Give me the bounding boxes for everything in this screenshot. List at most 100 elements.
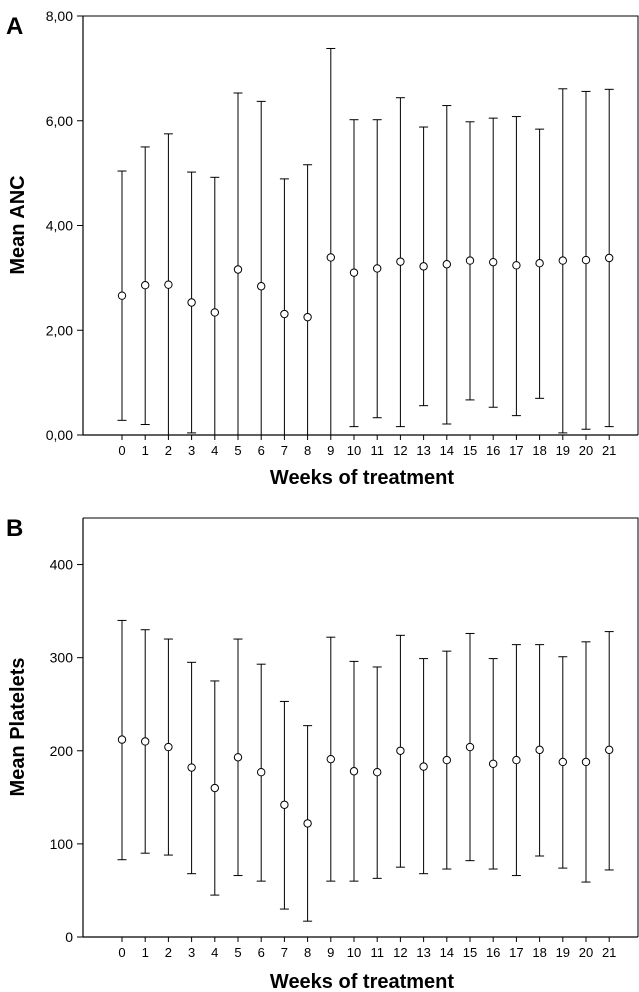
panel-a-mean-point [535,259,544,268]
panel-a-mean-point [257,282,266,291]
panel-a-x-tick-label: 8 [304,443,311,458]
panel-b-mean-point [419,762,428,771]
panel-a-x-tick-label: 11 [370,443,384,458]
panel-b-x-tick-label: 8 [304,945,311,960]
panel-a-y-tick-label: 4,00 [46,218,73,234]
panel-b-mean-point [396,746,405,755]
panel-a-y-tick-label: 8,00 [46,8,73,24]
panel-b-y-tick-label: 0 [65,929,73,945]
panel-b-mean-point [442,755,451,765]
panel-b-mean-point [141,737,150,746]
panel-b-x-tick-label: 9 [327,945,334,960]
panel-a-x-tick-label: 15 [463,443,477,458]
panel-a-mean-point [233,265,243,274]
panel-b-mean-point [558,757,567,767]
panel-a-mean-point [141,281,150,290]
panel-a-x-tick-label: 18 [532,443,546,458]
panel-a-mean-point [465,256,475,265]
panel-a-mean-point [280,309,289,319]
panel-b-mean-point [187,763,196,772]
panel-b-x-tick-label: 12 [393,945,407,960]
panel-b-mean-point [465,742,475,752]
panel-b-mean-point [117,735,127,744]
panel-a-x-tick-label: 13 [416,443,430,458]
panel-a-x-tick-label: 7 [281,443,288,458]
panel-a: A Mean ANC Weeks of treatment 0,00 2,00 4,… [6,8,639,489]
panel-b-x-tick-label: 13 [416,945,430,960]
panel-b-y-axis-title: Mean Platelets [7,658,29,797]
panel-a-x-axis-title: Weeks of treatment [270,467,454,489]
panel-b-x-tick-label: 19 [556,945,570,960]
panel-a-y-axis-title: Mean ANC [7,175,29,274]
panel-a-mean-point [581,255,591,265]
panel-a-mean-point [512,261,521,270]
panel-a-x-tick-label: 1 [142,443,149,458]
panel-b-x-tick-label: 1 [142,945,149,960]
panel-b-x-tick-label: 3 [188,945,195,960]
panel-b-mean-point [280,800,289,809]
panel-b-mean-point [303,819,312,828]
panel-a-mean-point [349,268,359,277]
panel-a-x-tick-label: 21 [602,443,616,458]
panel-b-x-axis-title: Weeks of treatment [270,971,454,992]
panel-b-y-tick-label: 200 [50,743,74,759]
panel-a-mean-point [419,262,428,271]
panel-b-label: B [6,515,23,542]
panel-b-x-tick-label: 10 [347,945,361,960]
panel-a-x-tick-label: 20 [579,443,593,458]
panel-b-x-tick-label: 21 [602,945,616,960]
panel-b-y-tick-label: 400 [50,557,74,573]
panel-a-x-tick-label: 9 [327,443,334,458]
panel-a-mean-point [117,291,127,300]
panel-b-x-tick-label: 11 [370,945,384,960]
panel-a-mean-point [558,256,567,265]
panel-b-x-tick-label: 6 [258,945,265,960]
panel-b-plot-frame [83,517,639,937]
panel-b-mean-point [164,742,173,752]
panel-b-x-tick-label: 7 [281,945,288,960]
panel-b-x-tick-label: 17 [509,945,523,960]
panel-a-x-tick-label: 6 [258,443,265,458]
panel-a-x-tick-label: 14 [440,443,454,458]
panel-a-x-tick-label: 0 [118,443,125,458]
panel-b-y-tick-label: 100 [50,836,74,852]
panel-b-mean-point [326,754,335,764]
panel-a-mean-point [303,312,312,322]
panel-a-plot-area: 0,002,004,006,008,000 1 2 3 4 5 6 7 8 9 10 11 12 13 14… [46,8,639,458]
panel-b-mean-point [210,783,220,793]
panel-a-plot-frame [83,15,639,435]
panel-b: B Mean Platelets Weeks of treatment 0100… [6,515,639,992]
panel-b-x-tick-label: 0 [118,945,125,960]
panel-b-mean-point [605,745,614,755]
panel-a-mean-point [210,308,220,317]
panel-a-mean-point [489,257,498,267]
panel-a-mean-point [373,264,382,273]
panel-a-y-tick-label: 0,00 [46,427,73,443]
panel-a-x-tick-label: 19 [556,443,570,458]
panel-b-mean-point [257,767,266,777]
panel-a-mean-point [187,298,196,307]
panel-b-x-tick-label: 5 [234,945,241,960]
panel-b-mean-point [535,745,544,755]
panel-a-x-tick-label: 16 [486,443,500,458]
panel-a-mean-point [442,260,451,269]
panel-a-mean-point [396,257,405,266]
panel-a-x-tick-label: 4 [211,443,218,458]
panel-a-x-tick-label: 12 [393,443,407,458]
panel-a-x-tick-label: 10 [347,443,361,458]
panel-a-x-tick-label: 2 [165,443,172,458]
panel-a-x-tick-label: 5 [234,443,241,458]
panel-a-mean-point [326,253,335,262]
panel-b-x-tick-label: 18 [532,945,546,960]
panel-a-y-tick-label: 6,00 [46,113,73,129]
panel-b-x-tick-label: 4 [211,945,218,960]
panel-b-mean-point [373,767,382,777]
panel-b-mean-point [489,759,498,769]
panel-b-mean-point [512,755,521,765]
panel-b-x-tick-label: 2 [165,945,172,960]
panel-a-y-tick-label: 2,00 [46,322,73,338]
panel-a-label: A [6,13,23,40]
panel-a-mean-point [164,280,173,289]
